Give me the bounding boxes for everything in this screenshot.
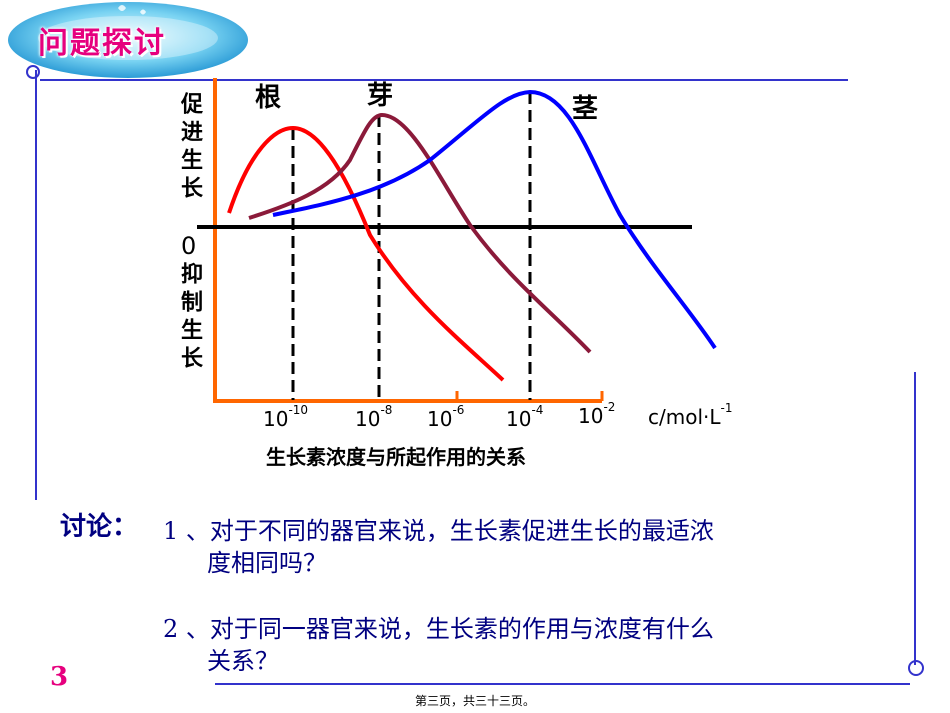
- x-tick-label: 10-4: [506, 403, 544, 431]
- chart-caption: 生长素浓度与所起作用的关系: [266, 445, 526, 469]
- page-number: 3: [50, 662, 69, 692]
- discussion-label: 讨论：: [60, 512, 139, 542]
- stem-label: 茎: [572, 94, 599, 124]
- root-curve: [227, 125, 505, 382]
- page-title: 问题探讨: [38, 26, 166, 61]
- x-tick-label: 10-10: [263, 403, 309, 431]
- x-axis-unit: c/mol·L-1: [648, 401, 733, 429]
- bud-label: 芽: [367, 81, 394, 111]
- y-label-inhibit: 抑制生长: [177, 262, 202, 374]
- question-2-line-1: 2 、对于同一器官来说，生长素的作用与浓度有什么: [163, 615, 714, 643]
- x-tick-label: 10-6: [427, 403, 465, 431]
- x-tick-label: 10-2: [578, 400, 616, 428]
- zero-label: 0: [181, 232, 197, 260]
- root-label: 根: [255, 83, 282, 113]
- x-tick-label: 10-8: [355, 403, 393, 431]
- stem-curve: [272, 89, 717, 350]
- header-badge: [8, 2, 248, 78]
- question-2-line-2: 关系？: [207, 647, 279, 675]
- footer-text: 第三页，共三十三页。: [414, 694, 535, 708]
- question-1-line-1: 1 、对于不同的器官来说，生长素促进生长的最适浓: [163, 517, 714, 545]
- question-1-line-2: 度相同吗？: [207, 549, 327, 577]
- bud-curve: [248, 112, 592, 354]
- y-label-promote: 促进生长: [177, 92, 202, 204]
